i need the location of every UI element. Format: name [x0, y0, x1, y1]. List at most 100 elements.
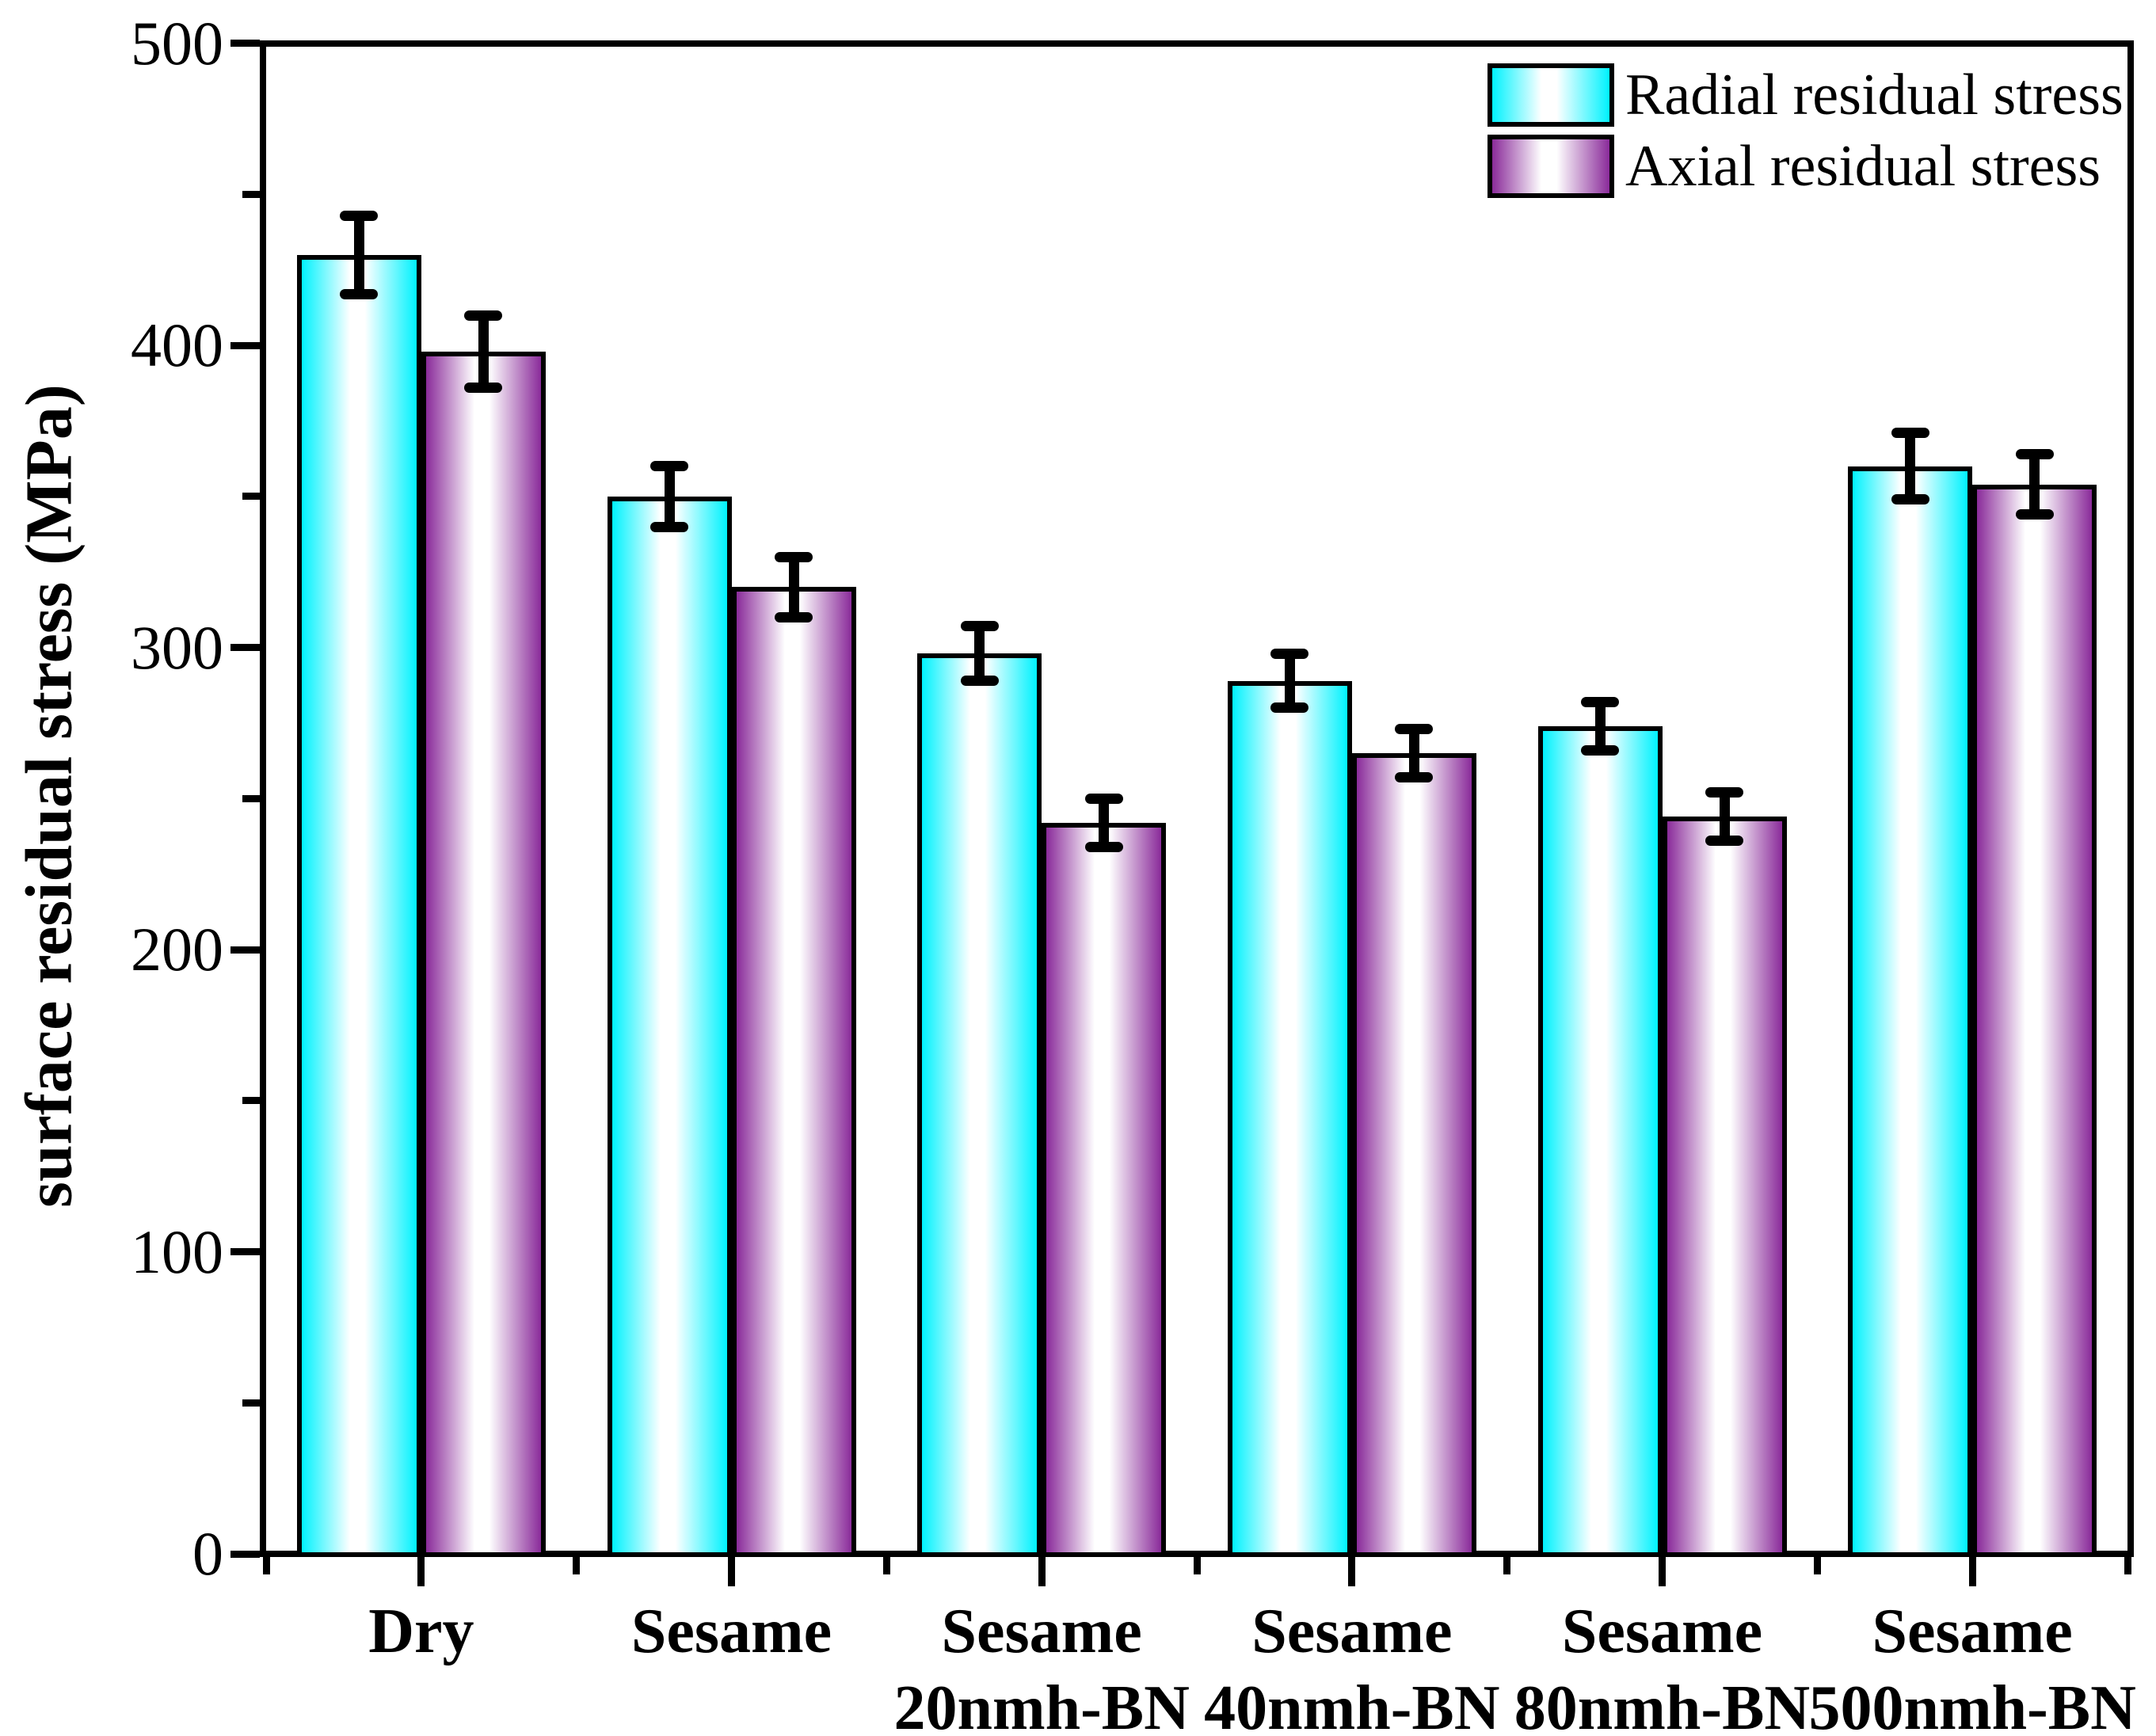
x-category-label: Sesame 80nmh-BN — [1480, 1593, 1845, 1736]
error-bar-cap-top — [1084, 793, 1123, 804]
y-tick-label: 0 — [192, 1519, 223, 1588]
y-major-tick — [230, 946, 260, 954]
x-category-line2: 80nmh-BN — [1514, 1673, 1811, 1736]
x-minor-tick — [1813, 1557, 1821, 1574]
error-bar-cap-top — [1581, 696, 1619, 707]
bar-axial-1 — [731, 587, 856, 1557]
x-category-line1: Sesame — [630, 1597, 832, 1666]
x-category-label: Sesame — [550, 1593, 914, 1670]
y-tick-label: 100 — [131, 1216, 223, 1286]
x-minor-tick — [262, 1557, 270, 1574]
error-bar-cap-bottom — [1705, 836, 1743, 847]
bar-axial-4 — [1662, 817, 1787, 1557]
error-bar-cap-top — [775, 551, 813, 562]
plot-area — [260, 40, 2134, 1557]
y-minor-tick — [242, 1399, 260, 1407]
x-minor-tick — [882, 1557, 890, 1574]
error-bar-cap-bottom — [1395, 772, 1434, 783]
x-category-line1: Sesame — [1561, 1597, 1763, 1666]
error-bar-cap-bottom — [960, 676, 999, 687]
error-bar-line — [478, 315, 489, 388]
error-bar-cap-bottom — [1084, 841, 1123, 852]
error-bar-cap-top — [1395, 724, 1434, 735]
bar-axial-2 — [1042, 822, 1167, 1557]
error-bar-cap-bottom — [340, 288, 379, 299]
bar-radial-5 — [1848, 466, 1973, 1557]
x-major-tick — [417, 1557, 425, 1586]
error-bar-line — [974, 626, 985, 681]
y-major-tick — [230, 1248, 260, 1256]
error-bar-line — [1284, 653, 1295, 708]
error-bar-line — [1594, 702, 1606, 751]
error-bar-cap-top — [2015, 448, 2054, 459]
x-category-line2: 500nmh-BN — [1808, 1673, 2136, 1736]
y-minor-tick — [242, 493, 260, 501]
error-bar-line — [353, 215, 364, 295]
x-minor-tick — [573, 1557, 581, 1574]
legend-label-radial: Radial residual stress — [1625, 62, 2124, 128]
x-category-line2: 40nmh-BN — [1204, 1673, 1500, 1736]
bar-axial-3 — [1351, 753, 1476, 1557]
x-minor-tick — [1193, 1557, 1201, 1574]
bar-radial-4 — [1537, 725, 1663, 1557]
x-major-tick — [1659, 1557, 1666, 1586]
error-bar-cap-top — [1891, 428, 1929, 439]
error-bar-cap-bottom — [1581, 744, 1619, 756]
y-major-tick — [230, 644, 260, 652]
x-minor-tick — [2124, 1557, 2131, 1574]
error-bar-cap-top — [1705, 787, 1743, 798]
error-bar-line — [1408, 729, 1419, 778]
y-minor-tick — [242, 1097, 260, 1105]
x-major-tick — [1348, 1557, 1356, 1586]
x-category-line1: Sesame — [941, 1597, 1142, 1666]
y-axis-title: surface residual stress (MPa) — [12, 384, 86, 1208]
x-major-tick — [728, 1557, 735, 1586]
error-bar-cap-bottom — [775, 611, 813, 622]
x-category-line1: Sesame — [1872, 1597, 2073, 1666]
error-bar-line — [1099, 798, 1110, 847]
error-bar-cap-bottom — [1891, 494, 1929, 505]
x-category-label: Sesame 500nmh-BN — [1790, 1593, 2154, 1736]
error-bar-line — [1719, 792, 1730, 841]
bar-radial-3 — [1227, 680, 1352, 1557]
y-minor-tick — [242, 190, 260, 198]
x-category-label: Sesame 40nmh-BN — [1170, 1593, 1534, 1736]
error-bar-cap-top — [650, 461, 688, 472]
bar-radial-0 — [296, 254, 421, 1557]
error-bar-cap-bottom — [2015, 509, 2054, 520]
x-major-tick — [1038, 1557, 1046, 1586]
bar-axial-0 — [421, 351, 546, 1557]
error-bar-line — [788, 557, 799, 618]
error-bar-line — [2029, 454, 2040, 515]
error-bar-cap-top — [464, 310, 503, 321]
x-category-label: Dry — [239, 1593, 604, 1670]
error-bar-cap-bottom — [1270, 702, 1309, 714]
x-minor-tick — [1503, 1557, 1511, 1574]
y-tick-label: 300 — [131, 612, 223, 682]
y-tick-label: 400 — [131, 310, 223, 380]
y-minor-tick — [242, 794, 260, 802]
legend-label-axial: Axial residual stress — [1625, 133, 2101, 199]
y-tick-label: 200 — [131, 915, 223, 984]
y-major-tick — [230, 341, 260, 349]
legend-swatch-axial — [1487, 135, 1614, 198]
error-bar-cap-bottom — [650, 521, 688, 532]
x-category-line1: Dry — [368, 1597, 474, 1666]
error-bar-cap-top — [340, 210, 379, 221]
bar-axial-5 — [1972, 484, 2097, 1557]
y-major-tick — [230, 1550, 260, 1558]
error-bar-cap-top — [1270, 648, 1309, 659]
y-major-tick — [230, 40, 260, 48]
error-bar-cap-top — [960, 621, 999, 632]
bar-radial-2 — [917, 653, 1042, 1557]
x-category-line2: 20nmh-BN — [893, 1673, 1190, 1736]
x-major-tick — [1968, 1557, 1976, 1586]
bar-radial-1 — [607, 496, 732, 1557]
x-category-label: Sesame 20nmh-BN — [859, 1593, 1224, 1736]
error-bar-cap-bottom — [464, 383, 503, 394]
x-category-line1: Sesame — [1251, 1597, 1453, 1666]
error-bar-line — [1905, 432, 1916, 500]
y-tick-label: 500 — [131, 8, 223, 78]
legend-swatch-radial — [1487, 63, 1614, 127]
